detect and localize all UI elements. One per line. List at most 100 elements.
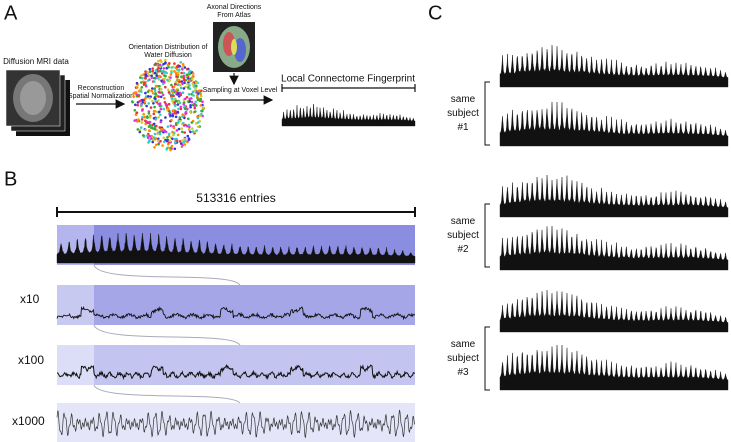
odf-glyph (153, 80, 156, 83)
odf-glyph (167, 91, 171, 94)
zoom-label: x10 (20, 292, 40, 306)
odf-glyph (170, 83, 173, 87)
odf-glyph (163, 77, 167, 80)
odf-glyph (144, 128, 147, 132)
odf-glyph (158, 132, 162, 136)
odf-glyph (195, 84, 198, 88)
odf-glyph (149, 106, 153, 109)
odf-glyph (174, 140, 177, 144)
odf-glyph (178, 80, 181, 84)
odf-glyph (142, 73, 145, 76)
odf-glyph (183, 131, 186, 134)
subject-groups: same subject #1 same subject #2 same subject #3 (447, 44, 729, 391)
odf-glyph (141, 115, 144, 119)
odf-glyph (132, 92, 135, 95)
odf-glyph (146, 95, 150, 98)
odf-glyph (139, 81, 143, 84)
odf-glyph (147, 112, 151, 115)
odf-glyph (181, 82, 184, 86)
odf-glyph (186, 86, 190, 89)
odf-glyph (148, 120, 151, 124)
odf-glyph (179, 93, 183, 97)
odf-glyph (157, 142, 160, 146)
odf-glyph (161, 72, 164, 75)
odf-glyph (163, 140, 166, 144)
odf-glyph (159, 139, 162, 143)
odf-glyph (155, 84, 158, 88)
odf-glyph (148, 116, 152, 119)
odf-glyph (151, 87, 154, 90)
panel-label: A (4, 2, 18, 24)
odf-glyph (141, 76, 144, 80)
odf-glyph (183, 107, 187, 110)
odf-glyph (154, 69, 158, 72)
odf-glyph (170, 66, 173, 69)
odf-glyph (144, 76, 147, 80)
odf-glyph (186, 82, 189, 86)
zoom-highlight (57, 285, 94, 325)
odf-glyph (176, 78, 179, 81)
odf-glyph (151, 69, 154, 73)
odf-glyph (194, 100, 197, 104)
odf-glyph (164, 61, 167, 64)
odf-glyph (160, 69, 164, 73)
odf-glyph (191, 82, 195, 86)
odf-glyph (181, 130, 184, 134)
odf-glyph (164, 85, 167, 89)
odf-glyph (160, 91, 164, 94)
odf-glyph (188, 97, 191, 101)
zoom-label: x100 (18, 353, 44, 367)
group-label: subject (447, 353, 479, 364)
odf-glyph (193, 106, 197, 110)
odf-glyph (154, 62, 157, 65)
odf-glyph (150, 74, 153, 78)
odf-glyph (159, 120, 163, 124)
odf-glyph (187, 117, 190, 121)
odf-glyph (179, 83, 182, 87)
odf-glyph (191, 127, 194, 130)
odf-glyph (168, 78, 172, 82)
odf-glyph (189, 105, 192, 109)
odf-glyph (201, 114, 204, 118)
odf-glyph (169, 114, 172, 117)
odf-glyph (148, 138, 151, 142)
odf-glyph (178, 119, 182, 123)
odf-glyph (188, 110, 192, 114)
odf-glyph (176, 121, 180, 124)
caption: Axonal Directions (207, 4, 262, 11)
odf-glyph (183, 66, 187, 69)
waveform (56, 363, 416, 381)
odf-glyph (181, 91, 185, 94)
waveforms (56, 103, 416, 439)
odf-glyph (158, 91, 162, 94)
odf-glyph (179, 61, 183, 64)
odf-glyph (201, 109, 204, 113)
odf-glyph (181, 113, 184, 116)
odf-glyph (196, 125, 200, 129)
odf-glyph (157, 66, 160, 70)
fingerprint (499, 225, 729, 271)
odf-glyph (158, 126, 161, 129)
odf-glyph (148, 129, 151, 132)
odf-glyph (190, 100, 194, 104)
odf-glyph (137, 94, 140, 98)
odf-glyph (146, 71, 150, 75)
odf-glyph (190, 93, 193, 96)
odf-glyph (181, 144, 184, 147)
zoom-panel (57, 285, 415, 325)
odf-glyph (163, 96, 166, 100)
odf-glyph (196, 121, 200, 124)
odf-glyph (163, 129, 166, 132)
fingerprint (499, 174, 729, 218)
odf-glyph (182, 71, 186, 75)
odf-glyph (140, 86, 144, 89)
fingerprint (499, 44, 729, 88)
odf-glyph (192, 94, 195, 97)
odf-glyph (180, 127, 183, 130)
odf-glyph (178, 64, 181, 68)
odf-glyph (167, 102, 171, 106)
odf-glyph (151, 67, 154, 70)
odf-glyph (176, 83, 180, 86)
odf-glyph (172, 94, 175, 98)
odf-glyph (183, 143, 187, 146)
